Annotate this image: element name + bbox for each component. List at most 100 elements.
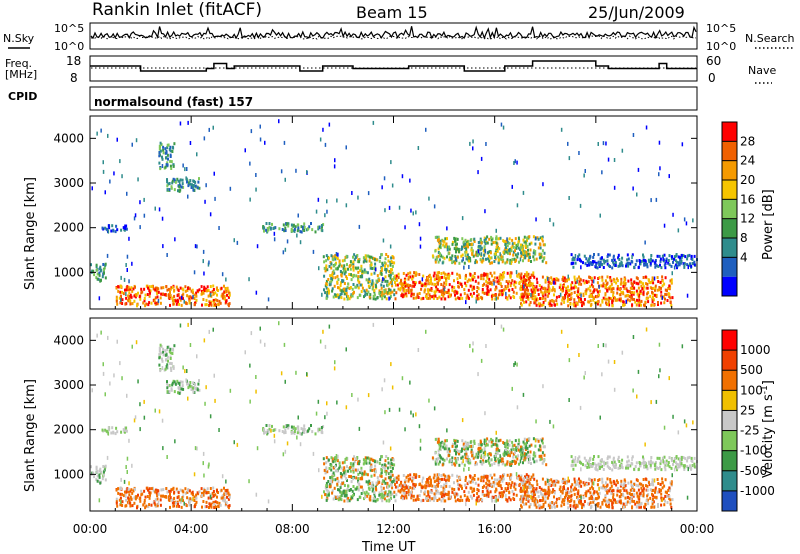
power-cell	[156, 287, 159, 291]
power-cell	[410, 294, 413, 298]
power-cell	[449, 293, 452, 297]
velocity-cell	[394, 485, 397, 489]
velocity-cell	[465, 475, 467, 479]
velocity-cell	[643, 506, 646, 510]
power-cell	[193, 303, 196, 306]
power-cell	[588, 263, 591, 267]
velocity-cell	[654, 488, 657, 492]
velocity-cell	[162, 353, 165, 357]
power-cell	[425, 278, 428, 282]
velocity-cell	[361, 477, 364, 481]
power-cell	[404, 279, 406, 283]
power-cell	[389, 270, 392, 274]
nsearch-trace	[90, 35, 697, 40]
velocity-cell	[668, 486, 671, 490]
power-cell	[378, 289, 381, 293]
velocity-cell	[456, 449, 459, 453]
velocity-cell	[198, 388, 201, 392]
power-cell	[488, 259, 491, 263]
velocity-cell	[296, 431, 299, 435]
velocity-cell	[471, 451, 474, 455]
power-cell	[598, 276, 601, 280]
velocity-cell	[445, 479, 447, 483]
power-cell	[467, 256, 470, 259]
power-cell	[427, 296, 430, 300]
velocity-cell	[354, 457, 357, 461]
velocity-cell	[392, 479, 395, 483]
velocity-cell	[161, 357, 163, 361]
power-cell	[582, 279, 585, 283]
velocity-cell	[494, 499, 497, 503]
power-cell	[334, 267, 337, 271]
velocity-cell	[371, 481, 374, 485]
power-cell	[642, 255, 645, 259]
power-cell	[102, 169, 105, 174]
velocity-cell	[437, 456, 440, 460]
power-cell	[530, 273, 533, 277]
power-cell	[104, 276, 107, 280]
power-cell	[515, 281, 518, 285]
power-cell	[182, 297, 184, 301]
velocity-cell	[405, 491, 408, 494]
velocity-cell	[184, 491, 187, 495]
power-cell	[614, 298, 617, 302]
velocity-cell	[127, 496, 130, 500]
velocity-cell	[336, 482, 339, 486]
velocity-cell	[492, 481, 495, 484]
power-cell	[652, 286, 655, 290]
power-cell	[376, 274, 379, 278]
power-cell	[465, 247, 468, 251]
power-cell	[604, 292, 607, 296]
power-cell	[638, 301, 641, 305]
velocity-cell	[503, 473, 506, 477]
velocity-cell	[534, 488, 537, 492]
velocity-cell	[398, 483, 401, 487]
velocity-cell	[485, 459, 487, 463]
power-cell	[208, 260, 210, 265]
velocity-cell	[412, 482, 415, 486]
velocity-cell	[493, 478, 496, 482]
power-cell	[625, 287, 628, 291]
freq-label-1: Freq.	[5, 57, 32, 70]
power-cell	[536, 298, 539, 302]
power-cell	[543, 286, 546, 290]
velocity-cell	[131, 504, 134, 508]
power-cell	[159, 145, 161, 149]
power-cell	[362, 260, 365, 264]
velocity-cell	[578, 482, 581, 485]
power-cell	[479, 295, 482, 299]
velocity-cell	[445, 444, 448, 448]
power-cell	[475, 299, 477, 304]
velocity-cell	[461, 439, 464, 443]
velocity-cell	[330, 479, 333, 482]
velocity-cell	[470, 448, 473, 452]
power-cell	[125, 227, 128, 231]
velocity-cell	[293, 431, 296, 435]
power-cell	[608, 287, 611, 291]
velocity-cell	[134, 497, 137, 501]
velocity-cell	[425, 480, 428, 484]
power-cell	[525, 271, 528, 275]
power-cell	[626, 261, 629, 265]
velocity-cell	[620, 479, 623, 483]
power-cell	[373, 266, 376, 270]
velocity-cell	[480, 479, 483, 483]
power-cell	[683, 265, 686, 269]
power-cell	[642, 285, 645, 289]
power-cell	[456, 237, 459, 241]
velocity-cell	[637, 488, 640, 492]
power-cell	[511, 242, 514, 246]
power-cell	[389, 296, 391, 300]
power-cell	[527, 248, 529, 252]
power-cell	[178, 302, 181, 306]
power-cell	[395, 274, 398, 278]
velocity-cell	[167, 384, 170, 388]
velocity-cell	[480, 475, 483, 479]
power-cell	[638, 293, 641, 297]
power-cell	[542, 300, 545, 304]
power-cell	[158, 147, 161, 151]
power-cell	[578, 253, 581, 257]
power-cell	[343, 282, 346, 285]
power-cell	[561, 277, 564, 281]
power-cell	[471, 278, 474, 282]
